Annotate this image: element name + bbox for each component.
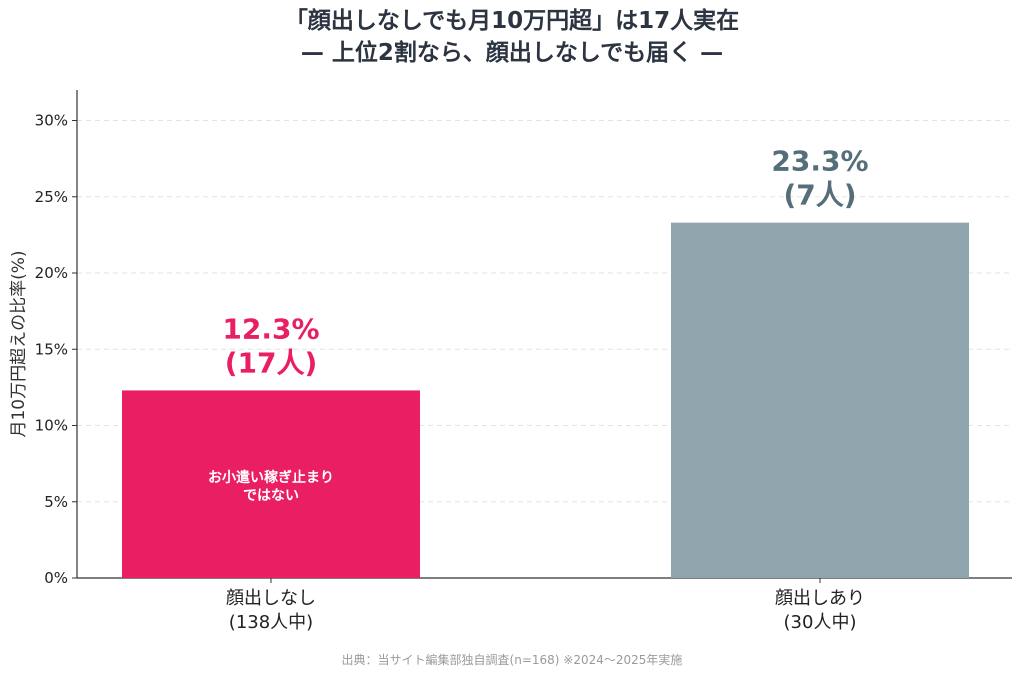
bar-annotation-line2: ではない bbox=[243, 488, 299, 504]
y-tick-label: 15% bbox=[35, 340, 68, 358]
y-tick-label: 5% bbox=[44, 493, 68, 511]
y-tick-label: 20% bbox=[35, 264, 68, 282]
chart-subtitle: — 上位2割なら、顔出しなしでも届く — bbox=[300, 40, 724, 66]
y-tick-label: 10% bbox=[35, 417, 68, 435]
chart-title: 「顔出しなしでも月10万円超」は17人実在 bbox=[284, 8, 740, 34]
bar-value-label: 23.3% bbox=[771, 145, 868, 178]
bar bbox=[122, 390, 420, 578]
y-tick-label: 0% bbox=[44, 569, 68, 587]
source-footnote: 出典：当サイト編集部独自調査(n=168) ※2024〜2025年実施 bbox=[341, 653, 683, 667]
bar bbox=[671, 222, 969, 579]
x-tick-sublabel: (30人中) bbox=[784, 612, 857, 633]
bar-value-label: 12.3% bbox=[222, 312, 319, 345]
bar-count-label: (7人) bbox=[783, 179, 856, 212]
bar-count-label: (17人) bbox=[225, 346, 318, 379]
x-tick-sublabel: (138人中) bbox=[229, 612, 313, 633]
y-axis-label: 月10万円超えの比率(%) bbox=[9, 250, 29, 437]
bar-annotation-line1: お小遣い稼ぎ止まり bbox=[208, 469, 334, 486]
y-tick-label: 25% bbox=[35, 188, 68, 206]
x-tick-label: 顔出しあり bbox=[775, 588, 865, 609]
y-tick-label: 30% bbox=[35, 112, 68, 130]
x-tick-label: 顔出しなし bbox=[226, 588, 316, 609]
